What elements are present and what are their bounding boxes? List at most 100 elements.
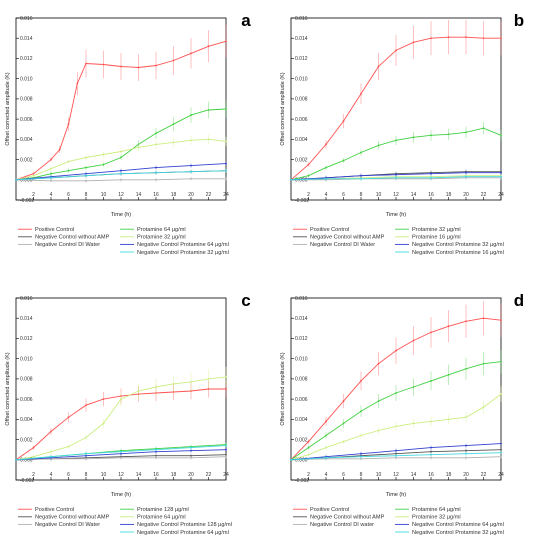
- data-point: [32, 446, 35, 449]
- data-point: [225, 108, 227, 110]
- data-point: [465, 171, 467, 174]
- x-tick-label: 6: [67, 192, 70, 198]
- legend-label: Protamine 64 µg/ml: [137, 515, 186, 521]
- y-tick-label: 0.006: [295, 117, 308, 123]
- data-point: [58, 148, 61, 151]
- data-point: [500, 451, 502, 454]
- x-tick-label: 8: [85, 192, 88, 198]
- data-point: [325, 143, 327, 146]
- data-point: [447, 325, 450, 328]
- y-tick-label: 0.002: [20, 437, 33, 443]
- data-point: [447, 373, 450, 376]
- x-axis-label: Time (h): [386, 492, 406, 498]
- data-point: [447, 418, 450, 421]
- data-point: [225, 162, 227, 165]
- data-point: [377, 429, 380, 432]
- data-point: [430, 420, 432, 423]
- y-tick-label: 0.006: [295, 397, 308, 403]
- data-point: [190, 114, 192, 116]
- data-point: [465, 452, 467, 455]
- y-tick-label: 0.006: [20, 117, 33, 123]
- y-tick-label: 0.012: [20, 336, 33, 342]
- data-point: [430, 450, 432, 453]
- legend-label: Positive Control: [35, 227, 74, 233]
- data-point: [360, 452, 362, 455]
- y-tick-label: 0.014: [295, 316, 308, 322]
- data-point: [50, 455, 52, 458]
- legend-label: Negative Control Protamine 64 µg/ml: [137, 530, 229, 536]
- x-axis-label: Time (h): [111, 212, 131, 218]
- legend-label: Negative Control Protamine 128 µg/ml: [137, 522, 232, 528]
- x-tick-label: 24: [223, 192, 229, 198]
- x-tick-label: 24: [498, 192, 504, 198]
- x-tick-label: 16: [153, 472, 159, 478]
- data-point: [155, 132, 157, 135]
- data-point: [395, 392, 397, 394]
- x-tick-label: 16: [428, 472, 434, 478]
- data-point: [342, 159, 345, 162]
- x-tick-label: 10: [101, 192, 107, 198]
- y-tick-label: 0.010: [295, 356, 308, 362]
- legend: Positive Control Protamine 128 µg/ml Negat…: [18, 507, 232, 536]
- x-tick-label: 18: [171, 472, 177, 478]
- legend-label: Negative Control Protamine 32 µg/ml: [137, 250, 229, 256]
- y-tick-label: 0.016: [20, 296, 33, 302]
- y-tick-label: 0.004: [295, 417, 308, 423]
- y-axis-label: Offset corrected amplitude (K): [5, 72, 11, 145]
- data-point: [50, 158, 52, 161]
- y-tick-label: 0.002: [295, 157, 308, 163]
- y-tick-label: 0.012: [295, 56, 308, 62]
- legend-label: Protamine 64 µg/ml: [412, 507, 461, 513]
- y-tick-label: 0.006: [20, 397, 33, 403]
- x-tick-label: 24: [498, 472, 504, 478]
- data-point: [395, 139, 397, 142]
- data-point: [85, 404, 87, 407]
- x-tick-label: 6: [342, 472, 345, 478]
- data-point: [50, 179, 52, 182]
- data-point: [32, 455, 35, 458]
- data-point: [500, 393, 502, 395]
- x-tick-label: 18: [171, 192, 177, 198]
- data-point: [120, 456, 122, 459]
- data-point: [120, 65, 122, 68]
- data-point: [120, 156, 122, 159]
- data-point: [325, 166, 327, 169]
- data-point: [190, 164, 192, 167]
- data-point: [207, 45, 210, 48]
- data-point: [120, 172, 122, 175]
- data-point: [482, 362, 485, 365]
- data-point: [465, 36, 467, 39]
- data-point: [377, 400, 380, 403]
- data-point: [360, 151, 362, 154]
- data-point: [15, 178, 17, 181]
- data-point: [360, 434, 362, 437]
- x-tick-label: 20: [463, 192, 469, 198]
- data-point: [137, 146, 140, 149]
- y-tick-label: -0.002: [20, 478, 34, 484]
- panel-letter: c: [241, 291, 250, 310]
- y-tick-label: 0.012: [295, 336, 308, 342]
- y-tick-label: 0.004: [295, 137, 308, 143]
- x-tick-label: 14: [136, 472, 142, 478]
- y-tick-label: 0.010: [20, 76, 33, 82]
- x-tick-label: 4: [50, 472, 53, 478]
- data-point: [102, 63, 105, 66]
- x-tick-label: 18: [446, 192, 452, 198]
- legend-label: Negative Control DI Water: [310, 242, 375, 248]
- y-tick-label: 0.016: [295, 16, 308, 22]
- x-tick-label: 4: [50, 192, 53, 198]
- legend-label: Negative Control Protamine 64 µg/ml: [137, 242, 229, 248]
- data-point: [155, 143, 157, 146]
- data-point: [307, 446, 310, 449]
- x-tick-label: 2: [307, 192, 310, 198]
- data-point: [307, 163, 310, 166]
- y-tick-label: 0.016: [295, 296, 308, 302]
- data-point: [465, 320, 467, 323]
- data-point: [395, 449, 397, 452]
- legend-label: Negative Control DI Water: [35, 522, 100, 528]
- data-point: [67, 123, 70, 126]
- data-point: [85, 436, 87, 439]
- data-point: [50, 450, 52, 453]
- data-point: [342, 440, 345, 443]
- data-point: [465, 456, 467, 459]
